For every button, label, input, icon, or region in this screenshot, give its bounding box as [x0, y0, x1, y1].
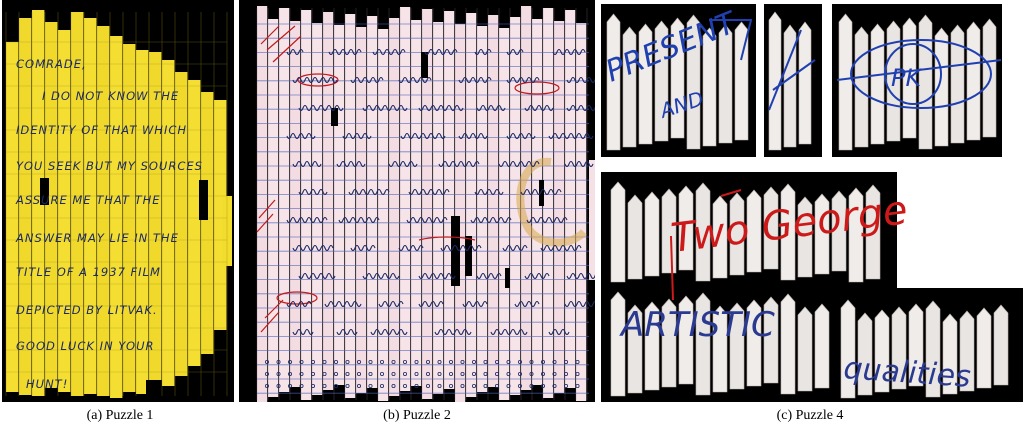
- puzzle-4-image: PRESENT AND PK Two George ARTISTIC quali…: [601, 0, 1023, 402]
- puzzle1-line: ASSURE ME THAT THE: [15, 193, 161, 207]
- caption-puzzle-4: (c) Puzzle 4: [776, 408, 844, 423]
- puzzle1-line: YOU SEEK BUT MY SOURCES: [16, 159, 203, 173]
- puzzle1-line: COMRADE,: [16, 57, 87, 71]
- puzzle-2-image: [239, 0, 595, 402]
- puzzle-1-image: COMRADE, I DO NOT KNOW THE IDENTITY OF THA…: [2, 0, 234, 402]
- puzzle1-line: DEPICTED BY LITVAK.: [16, 303, 158, 317]
- caption-puzzle-2: (b) Puzzle 2: [383, 408, 451, 423]
- puzzle1-line: IDENTITY OF THAT WHICH: [16, 123, 187, 137]
- puzzle1-line: HUNT!: [26, 377, 68, 391]
- word-pk: PK: [891, 64, 923, 92]
- puzzle1-line: GOOD LUCK IN YOUR: [16, 339, 155, 353]
- puzzle1-line: ANSWER MAY LIE IN THE: [15, 231, 179, 245]
- word-artistic: ARTISTIC: [619, 305, 775, 345]
- puzzle1-line: TITLE OF A 1937 FILM: [16, 265, 161, 279]
- puzzle1-line: I DO NOT KNOW THE: [42, 89, 179, 103]
- caption-puzzle-1: (a) Puzzle 1: [86, 408, 154, 423]
